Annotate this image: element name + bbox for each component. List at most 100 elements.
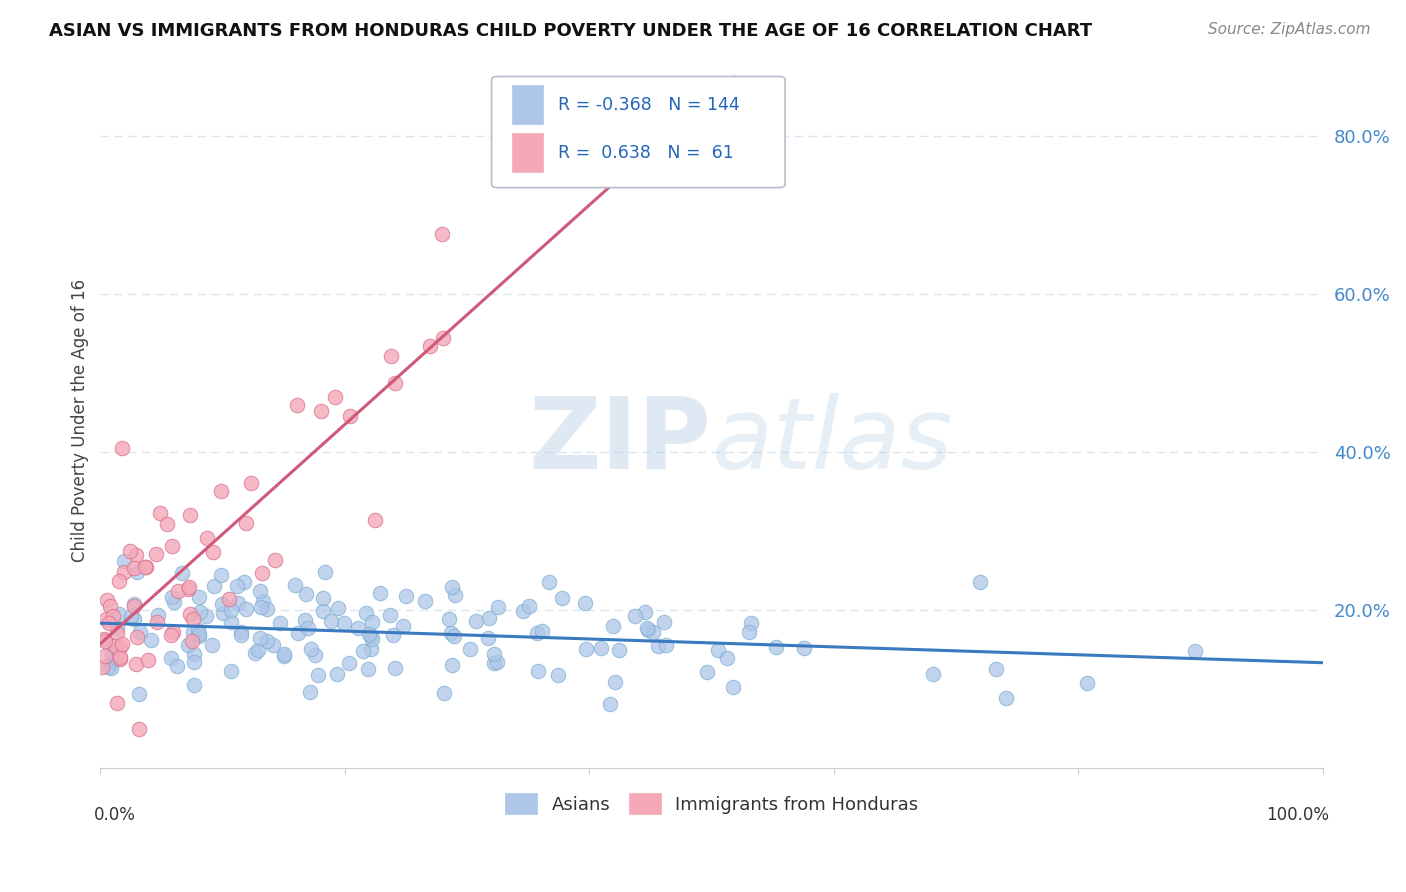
Point: [233, 575, 256, 590]
Point: [384, 661, 406, 675]
Point: [314, 565, 336, 579]
Point: [460, 642, 482, 657]
Point: [360, 629, 382, 643]
Point: [209, 483, 232, 498]
Point: [326, 601, 349, 615]
Point: [188, 629, 211, 643]
Point: [1184, 644, 1206, 658]
Point: [180, 634, 202, 648]
Point: [101, 609, 124, 624]
Point: [440, 625, 463, 640]
Point: [226, 596, 249, 610]
Point: [100, 661, 122, 675]
Point: [160, 628, 183, 642]
Point: [181, 624, 204, 639]
Point: [380, 608, 402, 623]
Point: [202, 579, 225, 593]
Point: [183, 647, 205, 661]
Point: [307, 668, 329, 682]
Point: [138, 652, 160, 666]
Point: [122, 561, 145, 575]
Point: [183, 678, 205, 692]
Point: [602, 619, 624, 633]
Point: [127, 565, 149, 579]
Point: [97, 659, 120, 673]
Point: [392, 618, 415, 632]
Point: [299, 685, 322, 699]
Point: [380, 349, 402, 363]
Point: [108, 607, 131, 622]
Point: [105, 625, 128, 640]
Point: [765, 640, 787, 654]
Point: [591, 641, 613, 656]
Bar: [512, 86, 543, 124]
Point: [357, 662, 380, 676]
Text: 100.0%: 100.0%: [1267, 805, 1329, 824]
Point: [125, 549, 148, 563]
Point: [219, 665, 242, 679]
Point: [381, 628, 404, 642]
Point: [179, 508, 201, 522]
Point: [721, 681, 744, 695]
Point: [105, 621, 128, 635]
Point: [637, 623, 659, 637]
Point: [384, 376, 406, 390]
Point: [112, 554, 135, 568]
Point: [211, 606, 233, 620]
Point: [333, 616, 356, 631]
Point: [149, 506, 172, 520]
Point: [120, 609, 142, 624]
Point: [187, 590, 209, 604]
Point: [226, 579, 249, 593]
Point: [634, 606, 657, 620]
Point: [148, 608, 170, 623]
Point: [395, 589, 418, 603]
Point: [111, 442, 134, 456]
Text: 0.0%: 0.0%: [94, 805, 136, 824]
Point: [100, 648, 122, 662]
Point: [146, 615, 169, 629]
Text: atlas: atlas: [711, 392, 953, 490]
Point: [183, 655, 205, 669]
Point: [643, 624, 665, 639]
Point: [229, 628, 252, 642]
Point: [211, 597, 233, 611]
Point: [187, 623, 209, 637]
Point: [134, 560, 156, 574]
Point: [96, 593, 118, 607]
Point: [273, 649, 295, 664]
Point: [575, 642, 598, 657]
Point: [647, 639, 669, 653]
Point: [235, 516, 257, 530]
Point: [239, 476, 262, 491]
Point: [793, 640, 815, 655]
Point: [624, 608, 647, 623]
Point: [433, 686, 456, 700]
Point: [247, 643, 270, 657]
Point: [995, 691, 1018, 706]
Point: [441, 580, 464, 594]
Point: [430, 227, 453, 241]
Point: [219, 603, 242, 617]
Point: [252, 594, 274, 608]
Point: [603, 675, 626, 690]
Point: [517, 599, 540, 613]
Point: [160, 651, 183, 665]
Point: [128, 688, 150, 702]
Point: [177, 638, 200, 652]
Point: [432, 330, 454, 344]
Point: [921, 667, 943, 681]
Point: [125, 657, 148, 671]
Point: [652, 615, 675, 629]
Point: [135, 560, 157, 574]
Point: [437, 612, 460, 626]
Point: [287, 626, 309, 640]
Point: [440, 658, 463, 673]
Point: [273, 647, 295, 661]
Point: [108, 652, 131, 666]
Point: [312, 604, 335, 618]
Text: ASIAN VS IMMIGRANTS FROM HONDURAS CHILD POVERTY UNDER THE AGE OF 16 CORRELATION : ASIAN VS IMMIGRANTS FROM HONDURAS CHILD …: [49, 22, 1092, 40]
Point: [716, 651, 738, 665]
Point: [339, 409, 361, 423]
Y-axis label: Child Poverty Under the Age of 16: Child Poverty Under the Age of 16: [72, 279, 89, 562]
